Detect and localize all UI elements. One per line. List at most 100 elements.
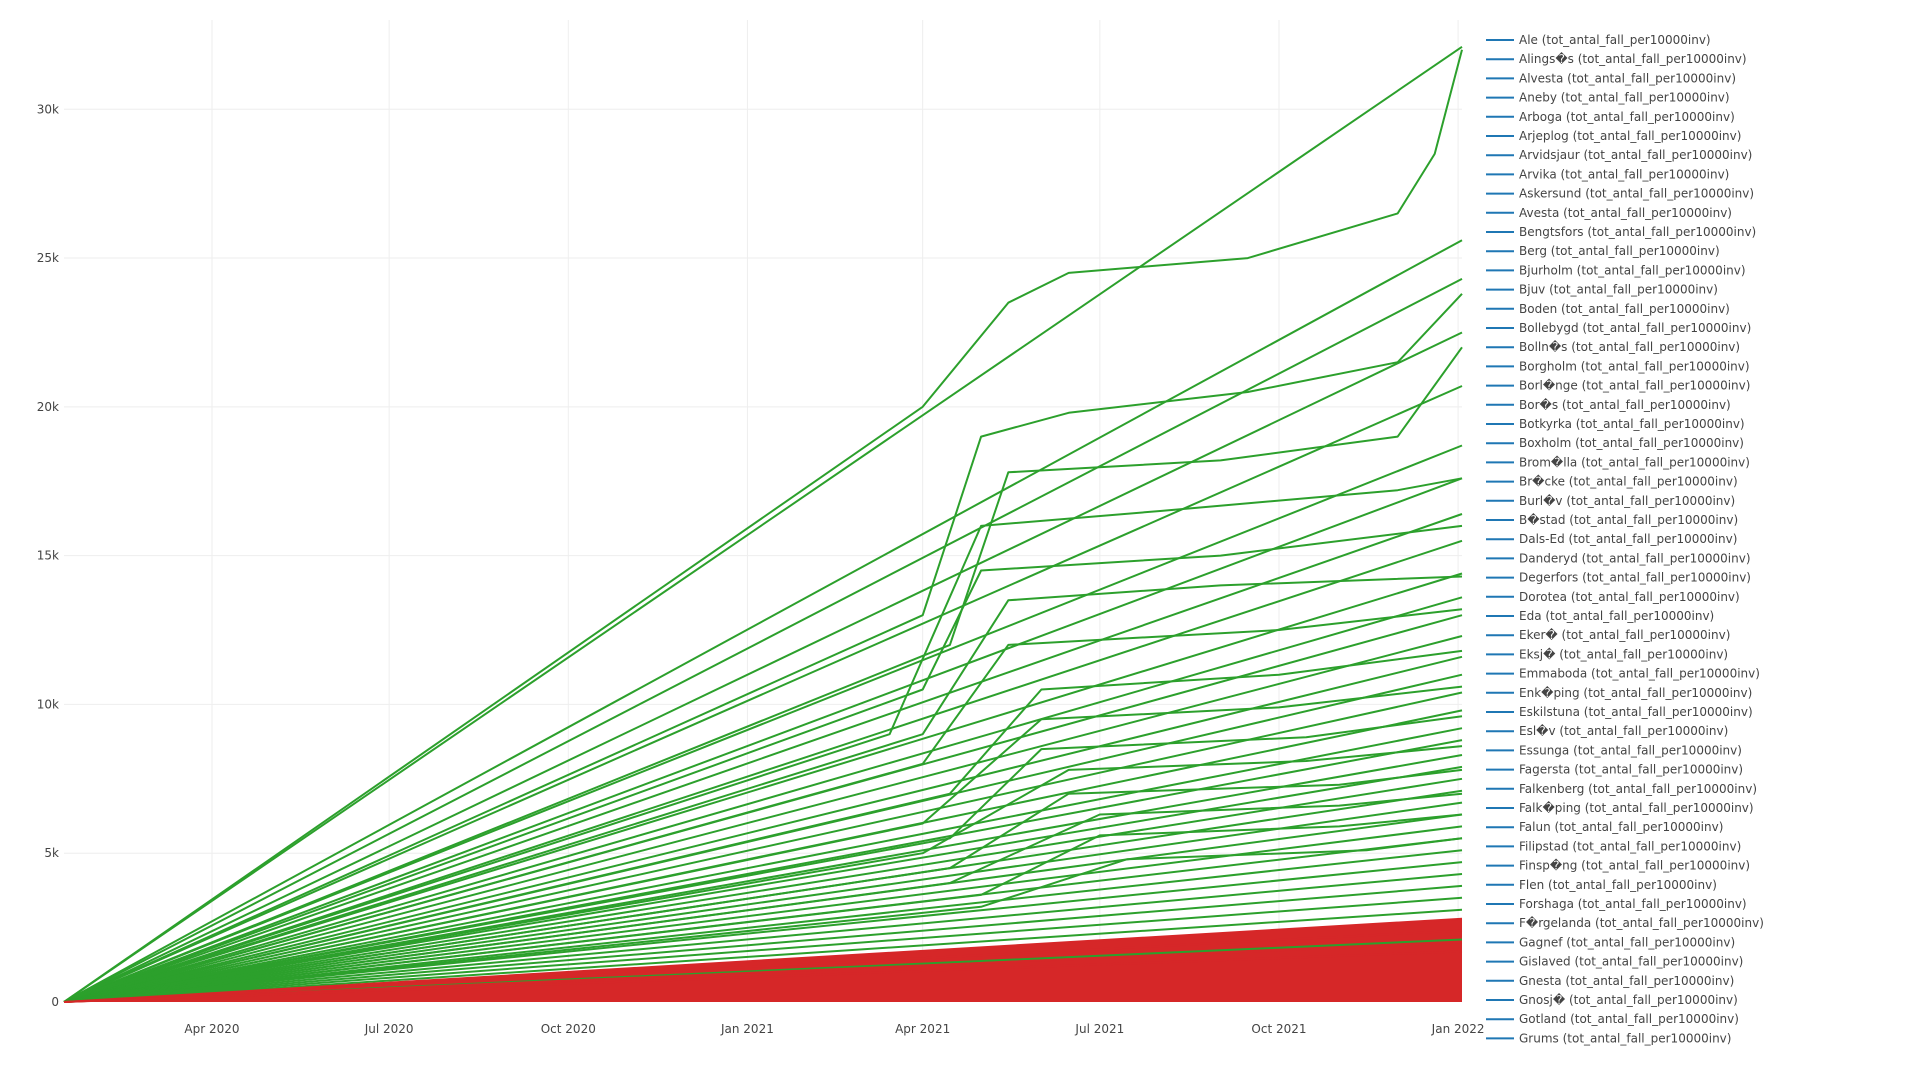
legend-item[interactable]: Berg (tot_antal_fall_per10000inv) <box>1486 244 1720 258</box>
legend-item[interactable]: Essunga (tot_antal_fall_per10000inv) <box>1486 743 1742 757</box>
legend-item[interactable]: Bengtsfors (tot_antal_fall_per10000inv) <box>1486 225 1756 239</box>
legend-item[interactable]: Falkenberg (tot_antal_fall_per10000inv) <box>1486 782 1757 796</box>
legend-label: Eker� (tot_antal_fall_per10000inv) <box>1519 628 1730 642</box>
legend-item[interactable]: Avesta (tot_antal_fall_per10000inv) <box>1486 206 1732 220</box>
legend-item[interactable]: Fagersta (tot_antal_fall_per10000inv) <box>1486 763 1743 777</box>
legend-item[interactable]: Bjuv (tot_antal_fall_per10000inv) <box>1486 283 1718 297</box>
legend-item[interactable]: Brom�lla (tot_antal_fall_per10000inv) <box>1486 455 1750 469</box>
series-line <box>63 278 1463 1003</box>
series-line <box>63 715 1463 1003</box>
legend-label: Alvesta (tot_antal_fall_per10000inv) <box>1519 71 1736 85</box>
series-line <box>63 908 1463 1003</box>
legend-item[interactable]: Finsp�ng (tot_antal_fall_per10000inv) <box>1486 859 1750 873</box>
series-line <box>63 444 1463 1003</box>
legend-item[interactable]: Ale (tot_antal_fall_per10000inv) <box>1486 33 1711 47</box>
legend-item[interactable]: Gotland (tot_antal_fall_per10000inv) <box>1486 1012 1739 1026</box>
legend-item[interactable]: Arvika (tot_antal_fall_per10000inv) <box>1486 167 1729 181</box>
series-line <box>63 539 1463 1003</box>
legend-item[interactable]: Borgholm (tot_antal_fall_per10000inv) <box>1486 359 1750 373</box>
series-line <box>63 331 1463 1003</box>
legend-item[interactable]: Boxholm (tot_antal_fall_per10000inv) <box>1486 436 1744 450</box>
legend-label: Degerfors (tot_antal_fall_per10000inv) <box>1519 571 1751 585</box>
legend-label: Bor�s (tot_antal_fall_per10000inv) <box>1519 398 1731 412</box>
series-line <box>63 673 1463 1003</box>
series-line <box>63 884 1463 1003</box>
series-line <box>63 691 1463 1003</box>
y-tick-label: 10k <box>37 697 59 711</box>
legend-item[interactable]: Eksj� (tot_antal_fall_per10000inv) <box>1486 647 1728 661</box>
legend-item[interactable]: Arboga (tot_antal_fall_per10000inv) <box>1486 110 1735 124</box>
series-line <box>63 837 1463 1003</box>
legend-item[interactable]: Dorotea (tot_antal_fall_per10000inv) <box>1486 590 1740 604</box>
series-line <box>63 635 1463 1003</box>
y-tick-label: 15k <box>37 549 59 563</box>
legend-label: Enk�ping (tot_antal_fall_per10000inv) <box>1519 686 1752 700</box>
legend-item[interactable]: Br�cke (tot_antal_fall_per10000inv) <box>1486 475 1738 489</box>
legend-item[interactable]: Emmaboda (tot_antal_fall_per10000inv) <box>1486 667 1760 681</box>
legend-item[interactable]: Esl�v (tot_antal_fall_per10000inv) <box>1486 724 1728 738</box>
legend-item[interactable]: Gislaved (tot_antal_fall_per10000inv) <box>1486 955 1743 969</box>
legend-item[interactable]: Botkyrka (tot_antal_fall_per10000inv) <box>1486 417 1745 431</box>
legend-label: Gnesta (tot_antal_fall_per10000inv) <box>1519 974 1734 988</box>
legend-item[interactable]: Boden (tot_antal_fall_per10000inv) <box>1486 302 1730 316</box>
legend-item[interactable]: Enk�ping (tot_antal_fall_per10000inv) <box>1486 686 1752 700</box>
series-line <box>63 477 1463 1003</box>
legend-item[interactable]: Borl�nge (tot_antal_fall_per10000inv) <box>1486 379 1750 393</box>
legend-item[interactable]: Dals-Ed (tot_antal_fall_per10000inv) <box>1486 532 1737 546</box>
legend-label: Botkyrka (tot_antal_fall_per10000inv) <box>1519 417 1745 431</box>
legend-item[interactable]: Askersund (tot_antal_fall_per10000inv) <box>1486 187 1754 201</box>
legend-label: Arvika (tot_antal_fall_per10000inv) <box>1519 167 1729 181</box>
series-line <box>63 801 1463 1003</box>
series-line <box>63 837 1463 1003</box>
legend-item[interactable]: Aneby (tot_antal_fall_per10000inv) <box>1486 91 1730 105</box>
series-line <box>63 745 1463 1003</box>
legend-item[interactable]: Gnesta (tot_antal_fall_per10000inv) <box>1486 974 1734 988</box>
legend-item[interactable]: Filipstad (tot_antal_fall_per10000inv) <box>1486 839 1741 853</box>
series-line <box>63 655 1463 1003</box>
legend-item[interactable]: Bollebygd (tot_antal_fall_per10000inv) <box>1486 321 1751 335</box>
legend-item[interactable]: Alings�s (tot_antal_fall_per10000inv) <box>1486 52 1747 66</box>
legend-label: Filipstad (tot_antal_fall_per10000inv) <box>1519 839 1741 853</box>
legend-label: Danderyd (tot_antal_fall_per10000inv) <box>1519 551 1751 565</box>
legend-item[interactable]: Gagnef (tot_antal_fall_per10000inv) <box>1486 935 1735 949</box>
legend-item[interactable]: Forshaga (tot_antal_fall_per10000inv) <box>1486 897 1747 911</box>
axis-layer: Apr 2020 Jul 2020 Oct 2020 Jan 2021 Apr 2021… <box>37 102 1485 1036</box>
legend-item[interactable]: Arjeplog (tot_antal_fall_per10000inv) <box>1486 129 1741 143</box>
series-line <box>63 941 1463 1003</box>
x-tick-label: Jan 2021 <box>720 1022 774 1036</box>
legend-label: Bjurholm (tot_antal_fall_per10000inv) <box>1519 263 1746 277</box>
legend-item[interactable]: Eker� (tot_antal_fall_per10000inv) <box>1486 628 1730 642</box>
legend-item[interactable]: Falun (tot_antal_fall_per10000inv) <box>1486 820 1723 834</box>
legend-item[interactable]: Bjurholm (tot_antal_fall_per10000inv) <box>1486 263 1746 277</box>
series-line <box>63 849 1463 1003</box>
legend-item[interactable]: Alvesta (tot_antal_fall_per10000inv) <box>1486 71 1736 85</box>
legend-item[interactable]: Gnosj� (tot_antal_fall_per10000inv) <box>1486 993 1738 1007</box>
legend-item[interactable]: Danderyd (tot_antal_fall_per10000inv) <box>1486 551 1751 565</box>
legend-item[interactable]: Falk�ping (tot_antal_fall_per10000inv) <box>1486 801 1754 815</box>
series-layer <box>63 45 1463 1003</box>
legend-label: Gislaved (tot_antal_fall_per10000inv) <box>1519 955 1743 969</box>
series-line <box>63 346 1463 1003</box>
legend-item[interactable]: Burl�v (tot_antal_fall_per10000inv) <box>1486 494 1735 508</box>
legend-item[interactable]: Bor�s (tot_antal_fall_per10000inv) <box>1486 398 1731 412</box>
legend-item[interactable]: Flen (tot_antal_fall_per10000inv) <box>1486 878 1717 892</box>
legend-item[interactable]: F�rgelanda (tot_antal_fall_per10000inv) <box>1486 916 1764 930</box>
y-tick-label: 0 <box>51 995 59 1009</box>
legend-item[interactable]: Eda (tot_antal_fall_per10000inv) <box>1486 609 1714 623</box>
series-line <box>63 950 1463 1003</box>
legend-item[interactable]: Degerfors (tot_antal_fall_per10000inv) <box>1486 571 1751 585</box>
legend-item[interactable]: Grums (tot_antal_fall_per10000inv) <box>1486 1031 1731 1045</box>
legend-item[interactable]: B�stad (tot_antal_fall_per10000inv) <box>1486 513 1738 527</box>
series-line <box>63 896 1463 1003</box>
legend-item[interactable]: Bolln�s (tot_antal_fall_per10000inv) <box>1486 340 1740 354</box>
legend[interactable]: Ale (tot_antal_fall_per10000inv) Alings�s… <box>1486 33 1764 1045</box>
legend-item[interactable]: Arvidsjaur (tot_antal_fall_per10000inv) <box>1486 148 1752 162</box>
x-tick-label: Oct 2021 <box>1251 1022 1306 1036</box>
legend-item[interactable]: Eskilstuna (tot_antal_fall_per10000inv) <box>1486 705 1753 719</box>
legend-label: Eksj� (tot_antal_fall_per10000inv) <box>1519 647 1728 661</box>
series-line <box>63 572 1463 1003</box>
legend-label: Ale (tot_antal_fall_per10000inv) <box>1519 33 1711 47</box>
series-line <box>63 873 1463 1003</box>
series-line <box>63 739 1463 1003</box>
